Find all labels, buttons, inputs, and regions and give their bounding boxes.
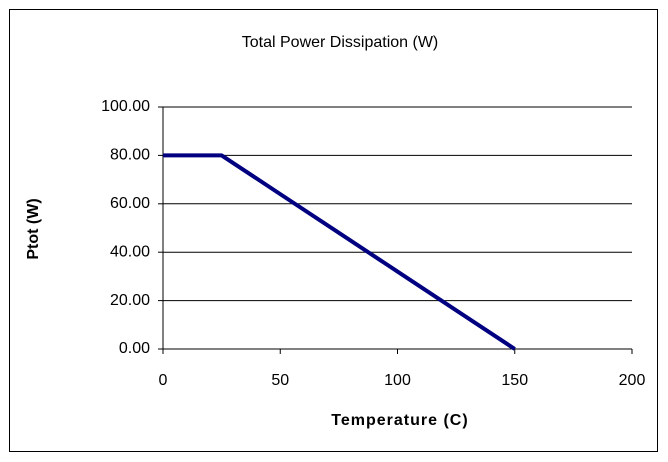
y-tick-label: 100.00 xyxy=(101,98,150,115)
x-tick-label: 150 xyxy=(501,372,528,389)
x-tick-label: 200 xyxy=(619,372,646,389)
y-tick-label: 60.00 xyxy=(110,195,150,212)
data-line xyxy=(163,153,516,351)
y-tick-label: 0.00 xyxy=(119,340,150,357)
x-axis-label: Temperature (C) xyxy=(331,412,468,429)
y-tick-label: 20.00 xyxy=(110,292,150,309)
y-axis-label: Ptot (W) xyxy=(25,198,42,259)
y-tick-label: 40.00 xyxy=(110,243,150,260)
chart-title: Total Power Dissipation (W) xyxy=(242,34,439,51)
y-tick-label: 80.00 xyxy=(110,147,150,164)
x-tick-label: 50 xyxy=(271,372,289,389)
x-tick-label: 100 xyxy=(384,372,411,389)
x-tick-label: 0 xyxy=(159,372,168,389)
